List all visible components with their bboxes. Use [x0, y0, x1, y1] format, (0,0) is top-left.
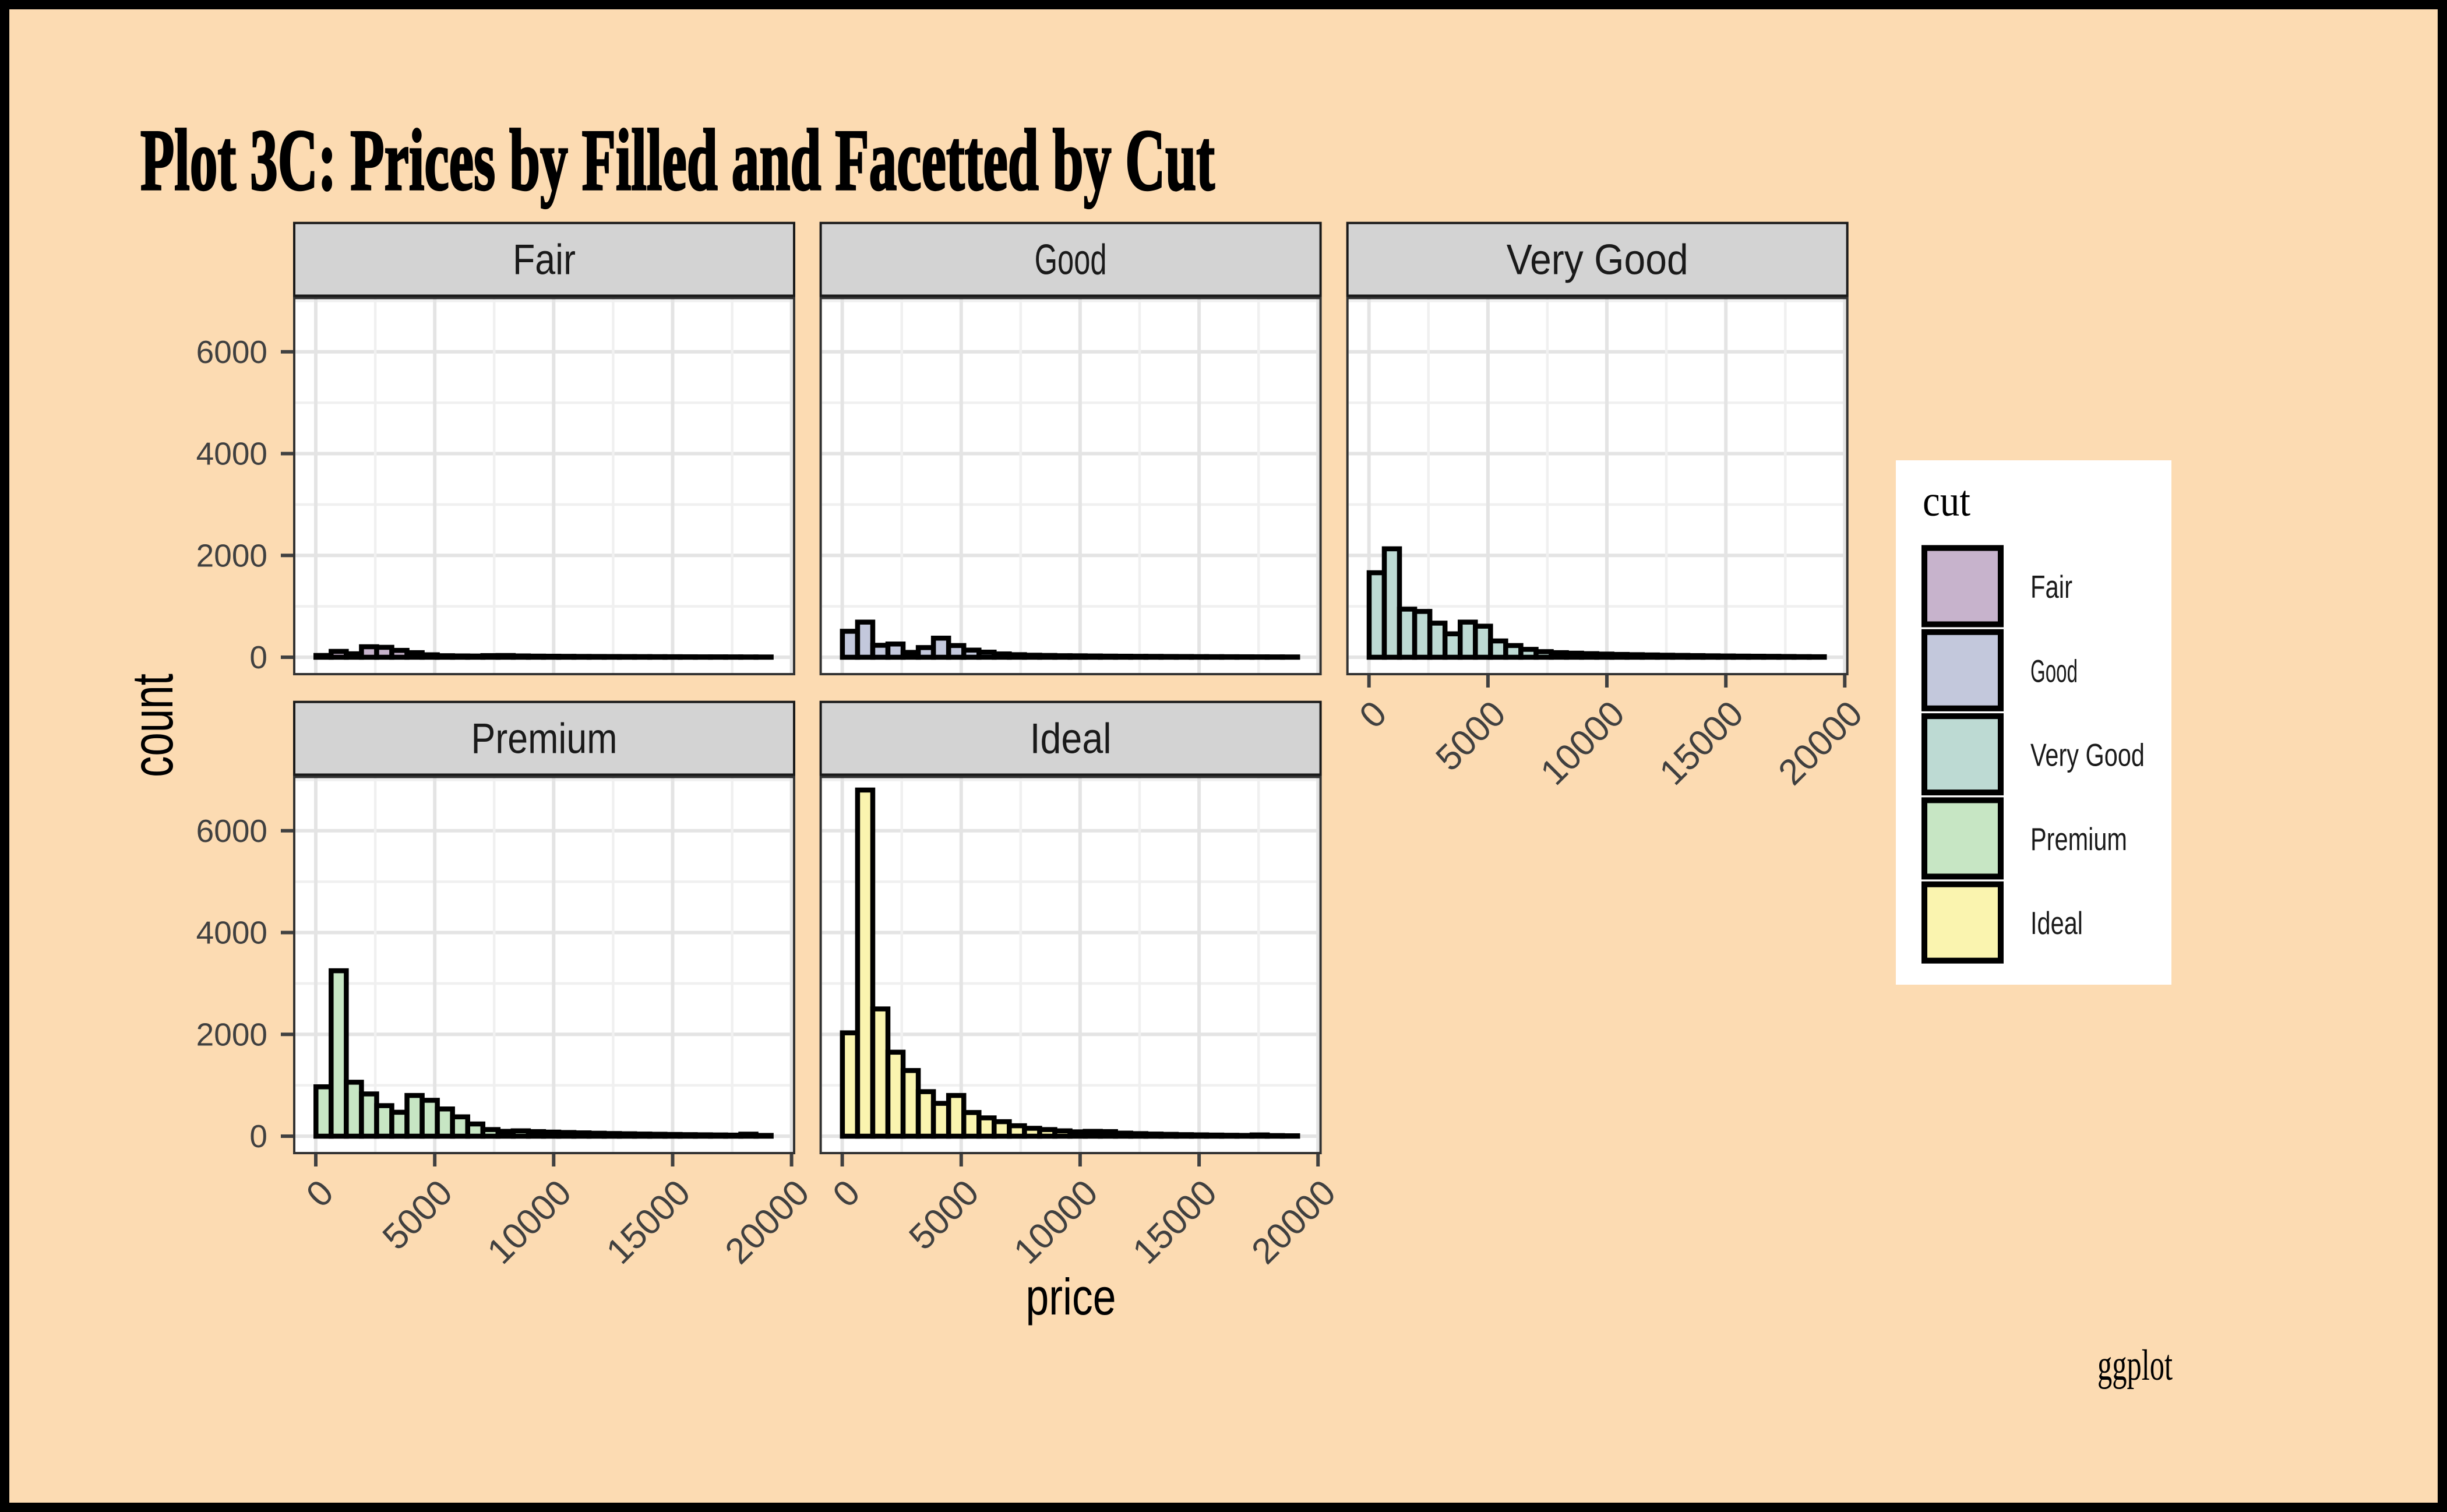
svg-text:Ideal: Ideal [1030, 716, 1112, 763]
svg-text:2000: 2000 [196, 1016, 267, 1052]
svg-text:0: 0 [249, 639, 267, 675]
svg-text:price: price [1026, 1268, 1116, 1326]
svg-text:Fair: Fair [2030, 569, 2072, 605]
svg-text:4000: 4000 [196, 436, 267, 472]
svg-text:Very Good: Very Good [2030, 737, 2145, 773]
svg-text:Premium: Premium [471, 716, 618, 763]
svg-text:2000: 2000 [196, 537, 267, 573]
svg-text:Premium: Premium [2030, 821, 2127, 857]
svg-text:Good: Good [2030, 653, 2078, 689]
svg-text:0: 0 [249, 1118, 267, 1154]
svg-text:Plot 3C: Prices by Filled and: Plot 3C: Prices by Filled and Facetted b… [140, 112, 1215, 209]
svg-text:Ideal: Ideal [2030, 905, 2083, 941]
svg-text:Fair: Fair [513, 237, 576, 284]
svg-text:Good: Good [1035, 237, 1107, 284]
svg-text:4000: 4000 [196, 915, 267, 951]
svg-text:count: count [120, 674, 185, 777]
svg-text:6000: 6000 [196, 334, 267, 370]
svg-text:ggplot: ggplot [2097, 1341, 2173, 1390]
svg-text:cut: cut [1923, 477, 1970, 526]
svg-text:Very Good: Very Good [1507, 237, 1688, 284]
svg-text:6000: 6000 [196, 813, 267, 849]
